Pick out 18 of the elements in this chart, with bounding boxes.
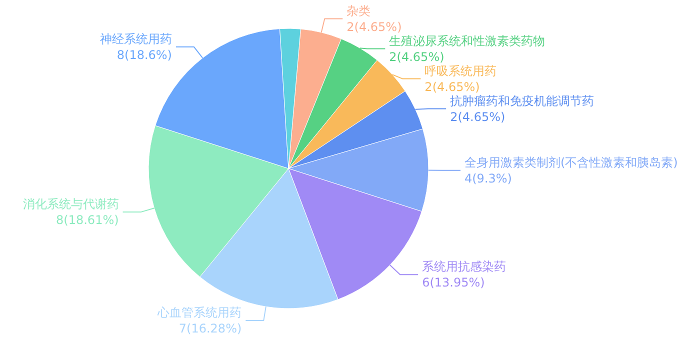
data-label: 4(9.3%) xyxy=(464,171,512,186)
data-label: 2(4.65%) xyxy=(346,20,402,34)
slice-label: 系统用抗感染药 xyxy=(422,260,506,274)
slice-label: 抗肿瘤药和免疫机能调节药 xyxy=(450,94,594,108)
slice-label: 呼吸系统用药 xyxy=(424,64,497,78)
data-label: 2(4.65%) xyxy=(424,80,480,94)
slice-label: 神经系统用药 xyxy=(100,32,172,46)
slice-label: 生殖泌尿系统和性激素类药物 xyxy=(389,34,546,48)
slice-label: 心血管系统用药 xyxy=(156,305,242,320)
data-label: 6(13.95%) xyxy=(422,276,485,290)
slice-label: 杂类 xyxy=(346,4,371,18)
data-label: 7(16.28%) xyxy=(178,321,242,336)
slice-label: 全身用激素类制剂(不含性激素和胰岛素) xyxy=(464,155,678,170)
data-label: 8(18.61%) xyxy=(56,213,119,228)
slice-label: 消化系统与代谢药 xyxy=(22,197,119,212)
data-label: 2(4.65%) xyxy=(389,50,444,64)
data-label: 2(4.65%) xyxy=(450,110,506,124)
data-label: 8(18.6%) xyxy=(116,48,172,62)
